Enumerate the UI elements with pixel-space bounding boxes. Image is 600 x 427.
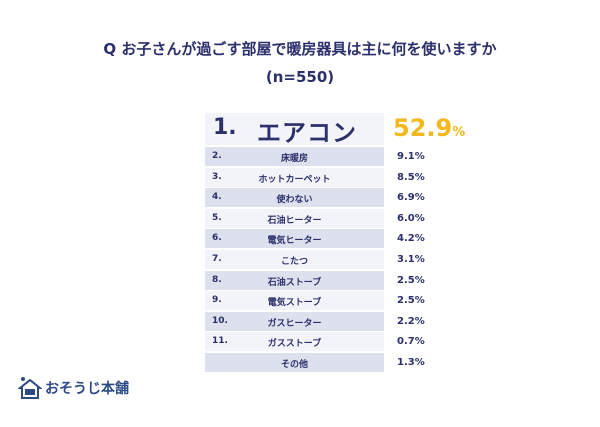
row-rank: 3. xyxy=(212,171,222,182)
table-row: その他 xyxy=(205,353,384,372)
row-value: 2.5% xyxy=(397,295,425,307)
row-label: ガスストーブ xyxy=(267,339,322,350)
table-row: 7. こたつ xyxy=(205,250,384,269)
logo-text: おそうじ本舗 xyxy=(45,381,129,397)
row-value: 4.2% xyxy=(397,233,425,245)
row-value: 0.7% xyxy=(397,336,425,348)
table-row: 2. 床暖房 xyxy=(205,147,384,166)
row-label: エアコン xyxy=(257,119,357,147)
row-value: 2.5% xyxy=(397,274,425,286)
row-value: 1.3% xyxy=(397,357,425,368)
row-rank: 2. xyxy=(212,151,222,161)
chart-subtitle: (n=550) xyxy=(265,68,335,86)
row-rank: 1. xyxy=(213,115,237,140)
row-rank: 10. xyxy=(212,315,228,326)
logo: おそうじ本舗 xyxy=(18,376,129,400)
row-rank: 9. xyxy=(212,295,222,306)
table-row: 11. ガスストーブ xyxy=(205,332,384,352)
row-rank: 7. xyxy=(212,254,222,264)
row-value: 2.2% xyxy=(397,315,425,327)
row-value: 6.0% xyxy=(397,212,425,224)
row-value: 9.1% xyxy=(397,151,425,162)
row-label: 床暖房 xyxy=(280,154,308,164)
table-row: 4. 使わない xyxy=(205,188,384,208)
table-row: 5. 石油ヒーター xyxy=(205,208,384,228)
row-rank: 5. xyxy=(212,212,222,223)
row-label: その他 xyxy=(280,360,308,370)
row-value-top: 52.9% xyxy=(393,114,465,142)
row-label: 石油ストーブ xyxy=(267,277,322,288)
table-row: 8. 石油ストーブ xyxy=(205,270,384,290)
table-row: 3. ホットカーペット xyxy=(205,167,384,187)
table-row: 6. 電気ヒーター xyxy=(205,229,384,249)
house-icon xyxy=(18,377,42,399)
row-rank: 11. xyxy=(212,336,228,347)
row-rank: 8. xyxy=(212,274,222,285)
value-number: 52.9 xyxy=(393,114,453,142)
table-row-top: 1. エアコン xyxy=(205,113,384,147)
row-rank: 4. xyxy=(212,192,222,203)
row-rank: 6. xyxy=(212,233,222,244)
row-label: ガスヒーター xyxy=(267,318,322,329)
row-value: 3.1% xyxy=(397,254,425,265)
chart-title: Q お子さんが過ごす部屋で暖房器具は主に何を使いますか xyxy=(103,40,497,58)
row-value: 6.9% xyxy=(397,192,425,204)
value-unit: % xyxy=(452,125,466,140)
table-row: 9. 電気ストーブ xyxy=(205,291,384,311)
table-row: 10. ガスヒーター xyxy=(205,311,384,331)
row-value: 8.5% xyxy=(397,171,425,183)
row-label: ホットカーペット xyxy=(258,174,331,185)
row-label: 使わない xyxy=(276,195,313,206)
row-label: こたつ xyxy=(280,257,308,267)
row-label: 電気ヒーター xyxy=(267,236,322,247)
row-label: 電気ストーブ xyxy=(267,298,322,309)
row-label: 石油ヒーター xyxy=(267,215,322,226)
